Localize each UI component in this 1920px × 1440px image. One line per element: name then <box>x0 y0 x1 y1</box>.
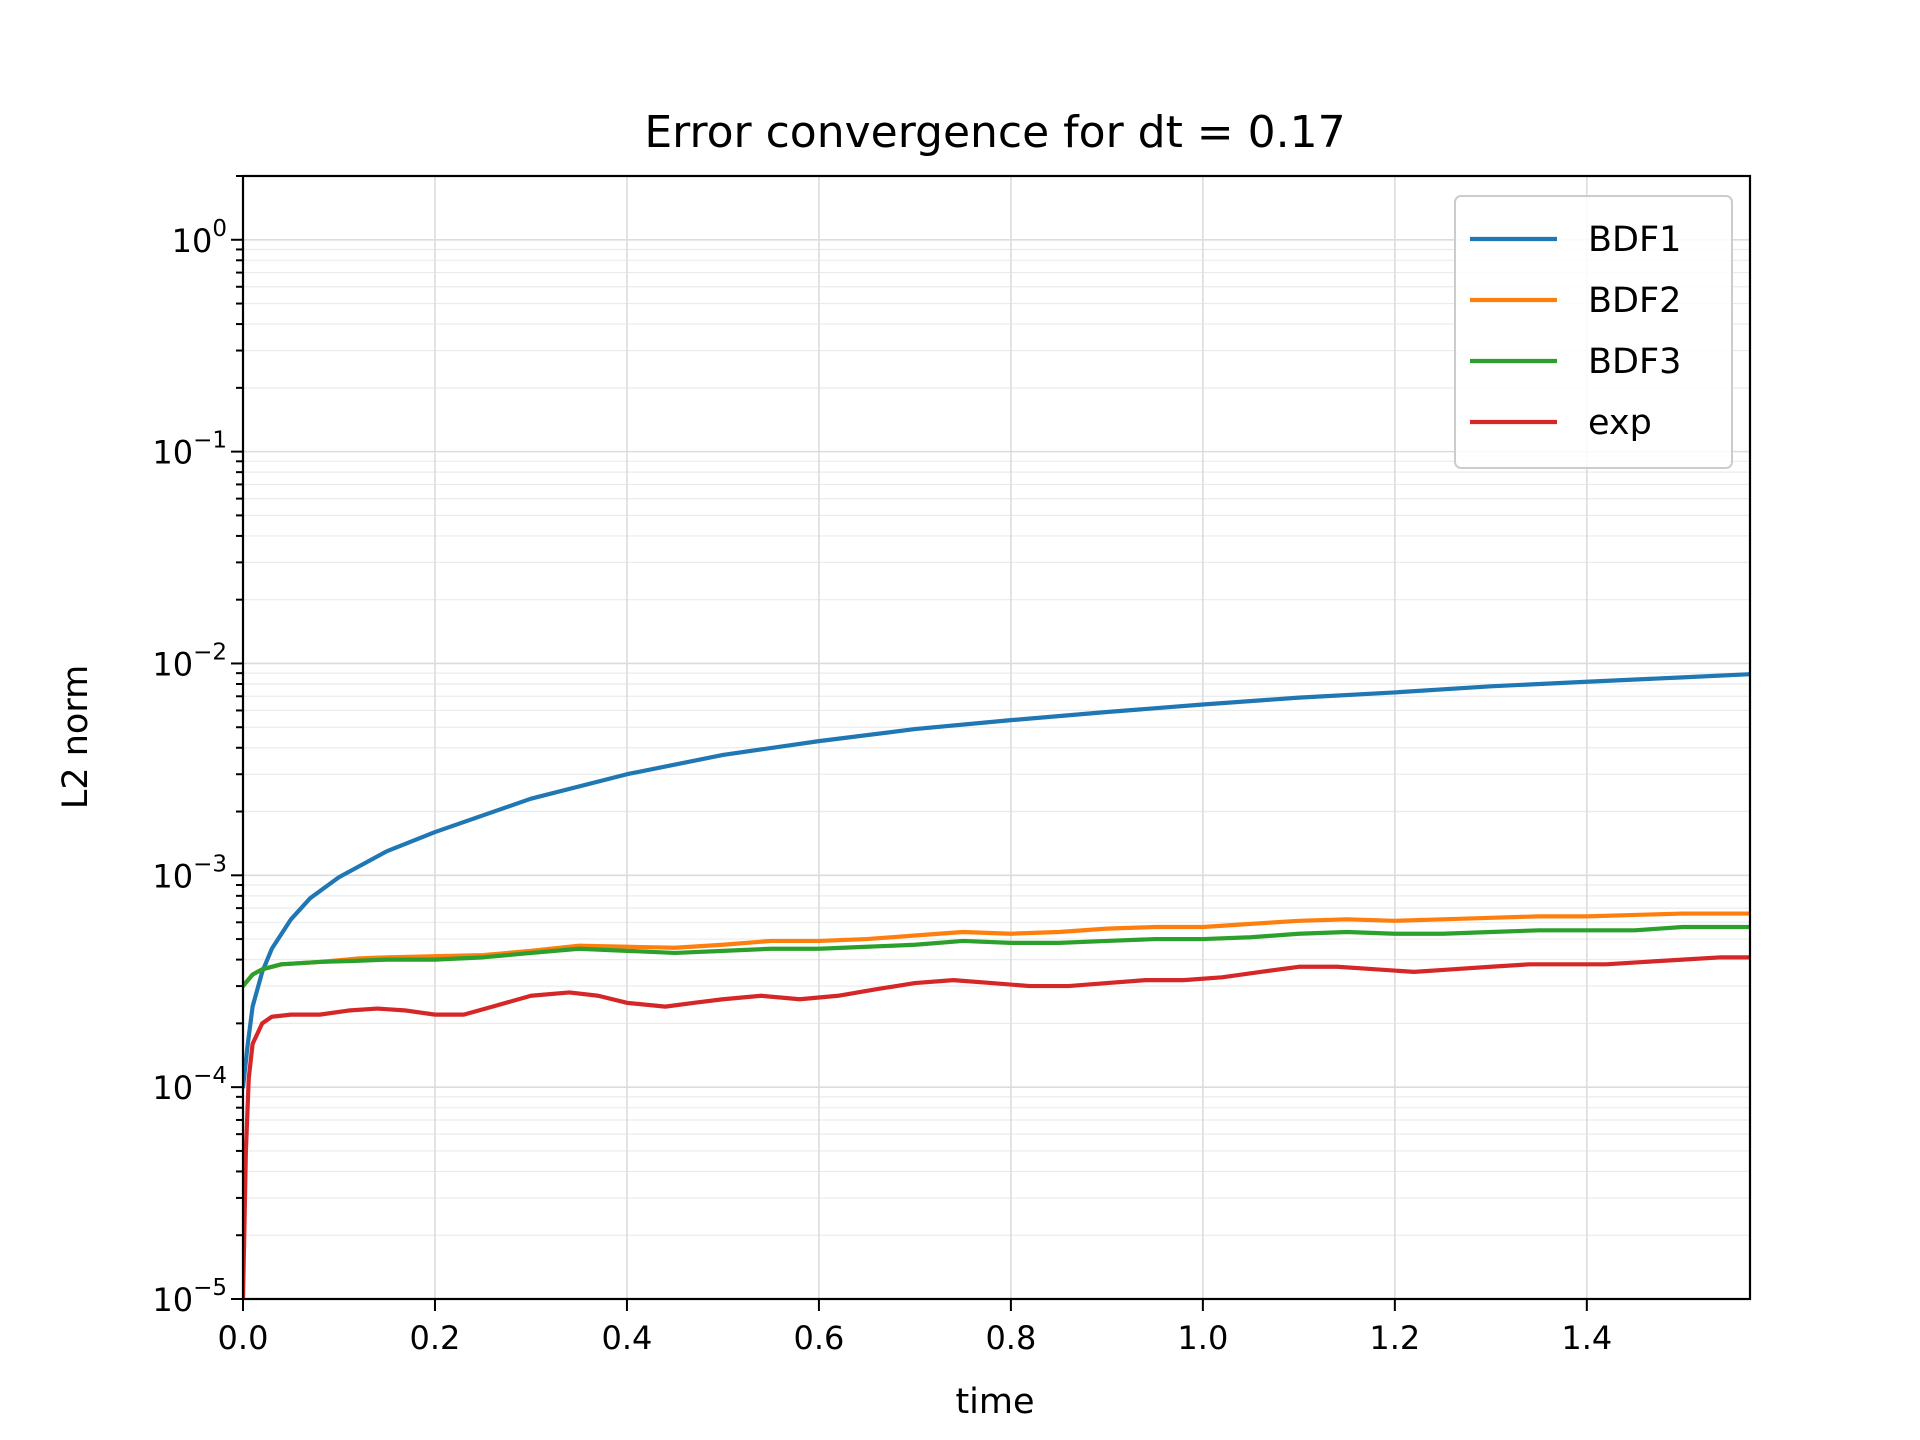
x-tick-label: 1.0 <box>1177 1319 1228 1357</box>
plot-frame <box>241 174 1752 1301</box>
series-line-bdf3 <box>243 924 1750 989</box>
legend-label-bdf2: BDF2 <box>1588 281 1681 321</box>
legend-box <box>1454 195 1733 469</box>
y-tick-label: 10−2 <box>152 639 227 683</box>
y-tick-label: 10−1 <box>152 428 227 472</box>
x-axis-label: time <box>955 1382 1034 1422</box>
y-tick-label: 10−3 <box>152 851 227 895</box>
series-line-bdf1 <box>243 672 1750 1090</box>
y-tick-label: 10−5 <box>152 1275 227 1319</box>
x-tick-label: 1.4 <box>1561 1319 1612 1357</box>
ticks: 10−5 10−4 10−3 10−2 10−1 100 0.0 0.2 0.4 0.6 0.8 1.… <box>152 175 1612 1357</box>
x-tick-label: 0.0 <box>218 1319 269 1357</box>
x-tick-label: 0.8 <box>985 1319 1036 1357</box>
legend-label-exp: exp <box>1588 403 1652 443</box>
x-tick-label: 1.2 <box>1369 1319 1420 1357</box>
x-tick-label: 0.2 <box>410 1319 461 1357</box>
series-line-exp <box>243 955 1750 1299</box>
x-tick-label: 0.6 <box>793 1319 844 1357</box>
series-line-bdf2 <box>243 911 1750 989</box>
y-axis-label: L2 norm <box>56 665 96 809</box>
chart-title: Error convergence for dt = 0.17 <box>644 107 1345 158</box>
series-layer <box>243 672 1750 1299</box>
y-tick-label: 100 <box>172 216 227 260</box>
y-tick-label: 10−4 <box>152 1063 227 1107</box>
legend-label-bdf1: BDF1 <box>1588 220 1681 260</box>
legend-label-bdf3: BDF3 <box>1588 342 1681 382</box>
x-tick-label: 0.4 <box>602 1319 653 1357</box>
legend: BDF1 BDF2 BDF3 exp <box>1454 195 1733 469</box>
